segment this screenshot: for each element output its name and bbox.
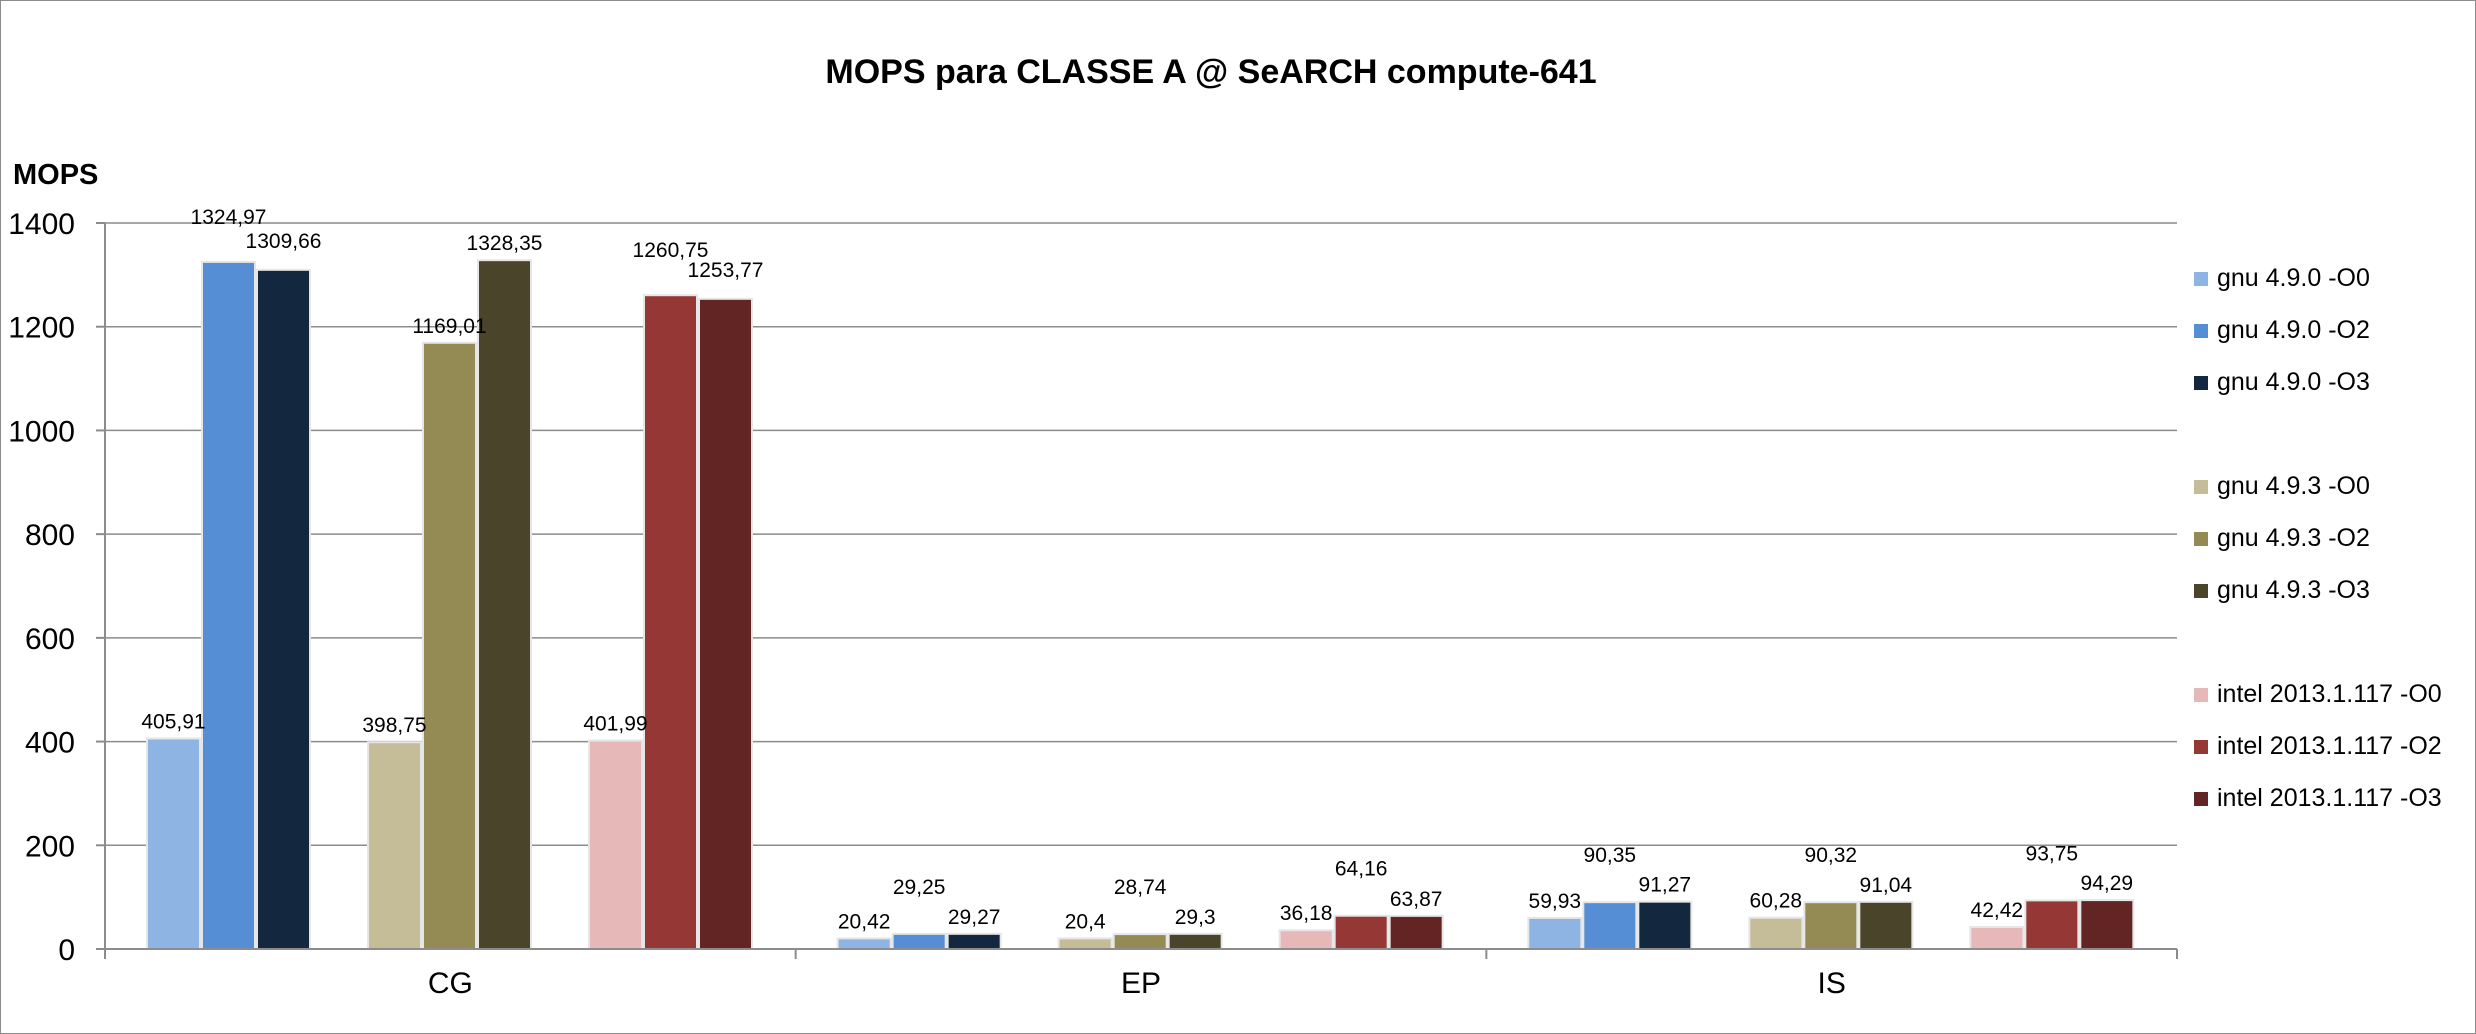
data-label: 1260,75 xyxy=(633,239,709,262)
data-label: 91,04 xyxy=(1860,874,1913,897)
bar xyxy=(1582,901,1638,951)
legend-label: gnu 4.9.3 -O3 xyxy=(2217,576,2370,604)
x-tick-label: IS xyxy=(1817,967,1845,1000)
legend-swatch xyxy=(2194,584,2208,598)
y-axis-label: MOPS xyxy=(13,159,98,191)
data-label: 91,27 xyxy=(1639,874,1692,897)
data-label: 63,87 xyxy=(1390,888,1443,911)
y-tick-label: 400 xyxy=(25,727,75,760)
bar xyxy=(1112,933,1168,950)
legend-swatch xyxy=(2194,324,2208,338)
bar xyxy=(891,932,947,951)
bar xyxy=(477,259,532,950)
bar xyxy=(2079,899,2135,950)
data-label: 94,29 xyxy=(2081,872,2134,895)
bar xyxy=(836,937,892,950)
bar xyxy=(1333,914,1389,950)
bar xyxy=(1858,900,1914,950)
y-tick-label: 600 xyxy=(25,623,75,656)
data-label: 1169,01 xyxy=(412,315,486,338)
bar xyxy=(1803,901,1859,951)
bar xyxy=(1969,926,2025,950)
data-label: 36,18 xyxy=(1280,902,1333,925)
data-label: 20,4 xyxy=(1065,910,1106,933)
data-label: 29,27 xyxy=(948,906,1001,929)
x-tick-label: EP xyxy=(1121,967,1161,1000)
bar xyxy=(1167,932,1223,950)
bar xyxy=(1388,914,1444,951)
legend-swatch xyxy=(2194,688,2208,702)
bar xyxy=(422,341,477,951)
legend-label: gnu 4.9.0 -O2 xyxy=(2217,316,2370,344)
y-tick-label: 800 xyxy=(25,519,75,552)
data-label: 1309,66 xyxy=(246,230,322,253)
data-label: 1253,77 xyxy=(688,259,764,282)
bar xyxy=(1057,937,1113,950)
data-label: 90,35 xyxy=(1584,844,1637,867)
legend-swatch xyxy=(2194,740,2208,754)
bar xyxy=(946,932,1002,950)
legend-label: gnu 4.9.3 -O2 xyxy=(2217,524,2370,552)
axes: 0 200 400 600 800 1000 1200 1400 CG EP IS xyxy=(8,208,2178,1000)
data-label: 28,74 xyxy=(1114,876,1167,899)
bar xyxy=(698,297,753,950)
bar xyxy=(367,741,422,951)
bar xyxy=(588,739,643,951)
bar xyxy=(1637,900,1693,950)
bar xyxy=(1527,916,1583,950)
bar xyxy=(1748,916,1804,951)
data-label: 90,32 xyxy=(1805,844,1858,867)
y-tick-label: 1400 xyxy=(8,208,75,241)
legend-swatch xyxy=(2194,480,2208,494)
data-label: 398,75 xyxy=(362,714,426,737)
y-tick-label: 1200 xyxy=(8,312,75,345)
legend-label: intel 2013.1.117 -O3 xyxy=(2217,784,2442,812)
data-label: 60,28 xyxy=(1750,890,1803,913)
bar xyxy=(146,737,201,950)
data-label: 1324,97 xyxy=(191,206,267,229)
data-label: 405,91 xyxy=(141,711,205,734)
legend-swatch xyxy=(2194,532,2208,546)
bar xyxy=(201,260,256,951)
legend: gnu 4.9.0 -O0 gnu 4.9.0 -O2 gnu 4.9.0 -O3 g… xyxy=(2194,264,2442,812)
legend-label: gnu 4.9.3 -O0 xyxy=(2217,472,2370,500)
bar xyxy=(643,294,698,950)
data-label: 64,16 xyxy=(1335,858,1388,881)
data-label: 29,25 xyxy=(893,876,946,899)
legend-swatch xyxy=(2194,792,2208,806)
data-label: 20,42 xyxy=(838,910,891,933)
chart-title: MOPS para CLASSE A @ SeARCH compute-641 xyxy=(825,53,1596,91)
legend-label: gnu 4.9.0 -O0 xyxy=(2217,264,2370,292)
data-label: 1328,35 xyxy=(467,232,543,255)
y-tick-label: 200 xyxy=(25,830,75,863)
y-tick-label: 0 xyxy=(58,934,75,967)
bar xyxy=(256,268,311,951)
bar xyxy=(1278,929,1334,951)
data-label: 42,42 xyxy=(1971,899,2024,922)
data-label: 59,93 xyxy=(1529,890,1582,913)
bar xyxy=(2024,899,2080,950)
data-label: 93,75 xyxy=(2026,842,2079,865)
y-tick-label: 1000 xyxy=(8,415,75,448)
legend-swatch xyxy=(2194,376,2208,390)
legend-swatch xyxy=(2194,272,2208,286)
legend-label: gnu 4.9.0 -O3 xyxy=(2217,368,2370,396)
data-label: 401,99 xyxy=(583,713,647,736)
bar-series xyxy=(146,259,2135,951)
data-label: 29,3 xyxy=(1175,906,1216,929)
legend-label: intel 2013.1.117 -O0 xyxy=(2217,680,2442,708)
x-tick-label: CG xyxy=(428,967,473,1000)
legend-label: intel 2013.1.117 -O2 xyxy=(2217,732,2442,760)
